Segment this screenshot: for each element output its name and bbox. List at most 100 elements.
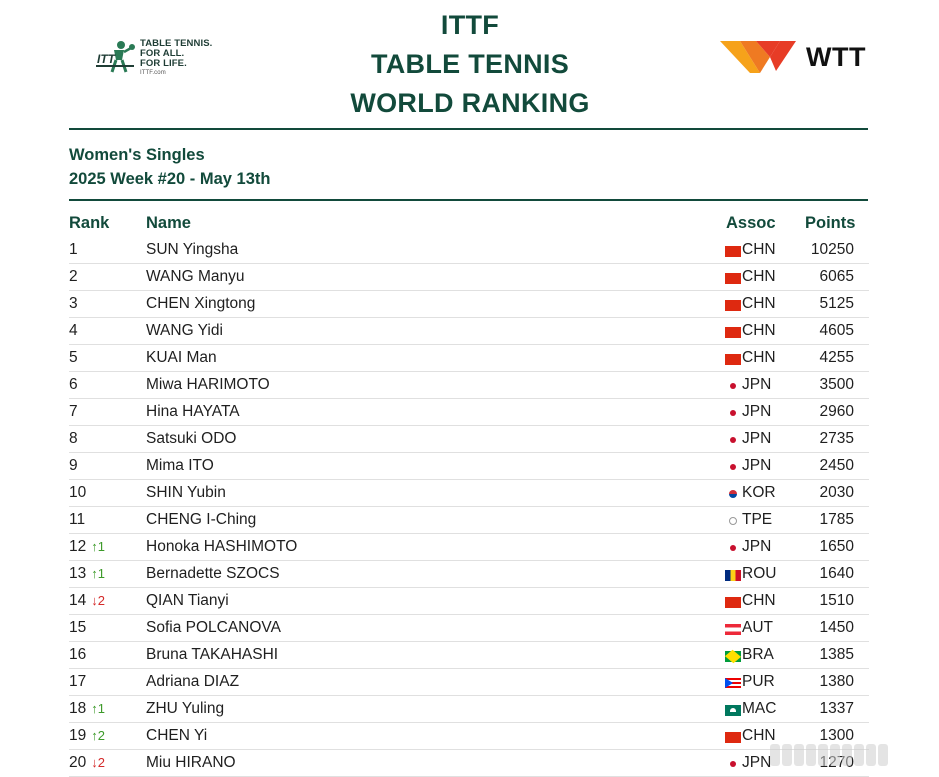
rank-cell: 5	[69, 349, 78, 367]
flag-jpn-icon	[725, 543, 741, 554]
rank-cell: 18 ↑1	[69, 700, 105, 718]
points-value: 2450	[819, 457, 854, 474]
rank-number: 4	[69, 322, 78, 339]
player-name: WANG Yidi	[146, 322, 223, 339]
rank-number: 20	[69, 754, 87, 771]
rank-cell: 13 ↑1	[69, 565, 105, 583]
rank-cell: 6	[69, 376, 78, 394]
table-row: 9 Mima ITO JPN 2450	[69, 453, 869, 480]
flag-pur-icon	[725, 678, 741, 689]
points-value: 1337	[819, 700, 854, 717]
points-value: 4255	[819, 349, 854, 366]
table-row: 10 SHIN Yubin KOR 2030	[69, 480, 869, 507]
assoc-code: JPN	[742, 430, 772, 447]
rank-up-indicator: ↑1	[91, 701, 105, 716]
title-line-2: TABLE TENNIS	[370, 49, 570, 79]
flag-chn-icon	[725, 354, 741, 365]
title-line-1: ITTF	[440, 10, 500, 40]
rank-cell: 17	[69, 673, 86, 691]
rank-cell: 9	[69, 457, 78, 475]
ittf-logo-line2: FOR ALL.	[140, 48, 185, 60]
rank-cell: 16	[69, 646, 86, 664]
player-name: Adriana DIAZ	[146, 673, 240, 690]
rank-cell: 11	[69, 511, 85, 529]
table-row: 4 WANG Yidi CHN 4605	[69, 318, 869, 345]
points-value: 1510	[819, 592, 854, 609]
assoc-code: KOR	[742, 484, 776, 501]
watermark	[770, 738, 930, 772]
rank-number: 10	[69, 484, 87, 501]
assoc-code: TPE	[742, 511, 773, 528]
rank-number: 18	[69, 700, 87, 717]
player-name: CHENG I-Ching	[146, 511, 257, 528]
assoc-code: PUR	[742, 673, 775, 690]
svg-text:ITT: ITT	[97, 52, 117, 66]
rank-number: 8	[69, 430, 78, 447]
flag-tpe-icon	[725, 516, 741, 527]
points-value: 3500	[819, 376, 854, 393]
table-row: 1 SUN Yingsha CHN 10250	[69, 237, 869, 264]
flag-chn-icon	[725, 246, 741, 257]
rank-number: 14	[69, 592, 87, 609]
table-row: 2 WANG Manyu CHN 6065	[69, 264, 869, 291]
subtitle-divider	[69, 199, 868, 201]
points-value: 1300	[819, 727, 854, 744]
player-name: Sofia POLCANOVA	[146, 619, 281, 636]
player-name: Honoka HASHIMOTO	[146, 538, 298, 555]
flag-rou-icon	[725, 570, 741, 581]
assoc-code: AUT	[742, 619, 773, 636]
flag-chn-icon	[725, 327, 741, 338]
table-row: 6 Miwa HARIMOTO JPN 3500	[69, 372, 869, 399]
points-value: 5125	[819, 295, 854, 312]
rank-cell: 8	[69, 430, 78, 448]
rank-cell: 14 ↓2	[69, 592, 105, 610]
rank-number: 1	[69, 241, 78, 258]
points-value: 1785	[819, 511, 854, 528]
player-name: CHEN Yi	[146, 727, 208, 744]
flag-mac-icon	[725, 705, 741, 716]
flag-jpn-icon	[725, 408, 741, 419]
flag-chn-icon	[725, 732, 741, 743]
ittf-logo-line1: TABLE TENNIS.	[140, 38, 213, 50]
player-name: WANG Manyu	[146, 268, 245, 285]
week-label: 2025 Week #20 - May 13th	[69, 170, 271, 188]
flag-chn-icon	[725, 597, 741, 608]
player-name: Miu HIRANO	[146, 754, 236, 771]
rank-number: 12	[69, 538, 87, 555]
table-row: 15 Sofia POLCANOVA AUT 1450	[69, 615, 869, 642]
page-title: ITTF TABLE TENNIS WORLD RANKING	[280, 6, 660, 123]
player-name: Hina HAYATA	[146, 403, 240, 420]
flag-kor-icon	[725, 489, 741, 500]
rank-cell: 7	[69, 403, 78, 421]
assoc-code: MAC	[742, 700, 777, 717]
ranking-subtitle: Women's Singles 2025 Week #20 - May 13th	[69, 143, 270, 191]
player-name: Bruna TAKAHASHI	[146, 646, 279, 663]
header-divider	[69, 128, 868, 130]
table-header: Rank Name Assoc Points	[69, 210, 869, 237]
rank-number: 9	[69, 457, 78, 474]
header-rank: Rank	[69, 214, 110, 232]
assoc-code: JPN	[742, 376, 772, 393]
flag-aut-icon	[725, 624, 741, 635]
assoc-code: CHN	[742, 727, 776, 744]
category-label: Women's Singles	[69, 146, 205, 164]
ranking-table: Rank Name Assoc Points 1 SUN Yingsha CHN 10…	[69, 210, 869, 777]
assoc-code: JPN	[742, 538, 772, 555]
table-row: 16 Bruna TAKAHASHI BRA 1385	[69, 642, 869, 669]
flag-jpn-icon	[725, 381, 741, 392]
rank-cell: 15	[69, 619, 86, 637]
rank-cell: 4	[69, 322, 78, 340]
player-name: Bernadette SZOCS	[146, 565, 280, 582]
table-row: 12 ↑1 Honoka HASHIMOTO JPN 1650	[69, 534, 869, 561]
rank-up-indicator: ↑1	[91, 539, 105, 554]
points-value: 2735	[819, 430, 854, 447]
flag-chn-icon	[725, 273, 741, 284]
table-row: 14 ↓2 QIAN Tianyi CHN 1510	[69, 588, 869, 615]
header-name: Name	[146, 214, 191, 232]
table-row: 19 ↑2 CHEN Yi CHN 1300	[69, 723, 869, 750]
points-value: 4605	[819, 322, 854, 339]
assoc-code: CHN	[742, 268, 776, 285]
player-name: Mima ITO	[146, 457, 214, 474]
